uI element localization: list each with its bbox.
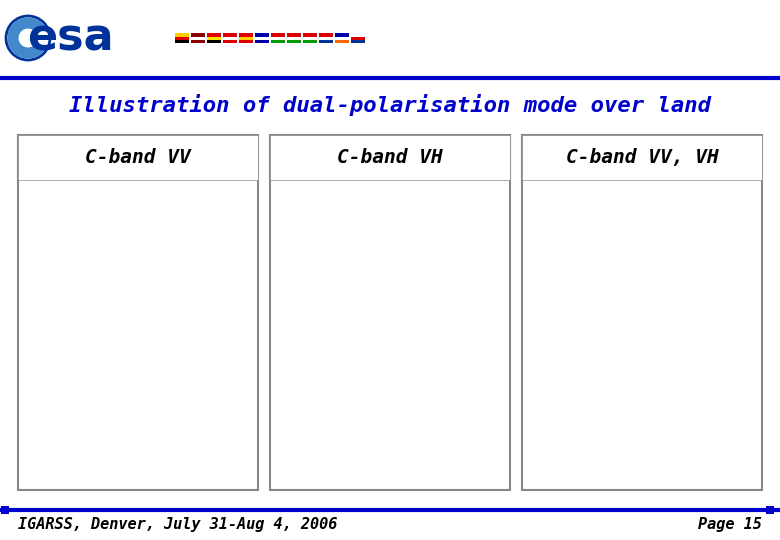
- Text: esa: esa: [27, 17, 113, 59]
- Bar: [319, 36, 333, 40]
- Bar: [303, 39, 317, 43]
- Bar: [766, 506, 774, 514]
- Bar: [239, 33, 253, 37]
- Bar: [335, 36, 349, 40]
- Bar: [191, 36, 205, 40]
- Bar: [18, 135, 258, 490]
- Bar: [18, 135, 258, 180]
- Text: C-band VV: C-band VV: [85, 148, 191, 167]
- Bar: [175, 39, 189, 43]
- Bar: [287, 36, 301, 40]
- Bar: [255, 39, 269, 43]
- Bar: [255, 36, 269, 40]
- Bar: [303, 33, 317, 37]
- Bar: [191, 33, 205, 37]
- Bar: [223, 39, 237, 43]
- Text: Page 15: Page 15: [698, 516, 762, 531]
- Bar: [271, 36, 285, 40]
- Bar: [271, 33, 285, 37]
- Bar: [351, 33, 365, 37]
- Bar: [335, 33, 349, 37]
- Bar: [239, 39, 253, 43]
- Bar: [207, 39, 221, 43]
- Bar: [271, 39, 285, 43]
- Bar: [270, 135, 510, 490]
- Text: C-band VV, VH: C-band VV, VH: [566, 148, 718, 167]
- Bar: [223, 36, 237, 40]
- Bar: [1, 506, 9, 514]
- Bar: [303, 36, 317, 40]
- Bar: [270, 135, 510, 180]
- Bar: [319, 39, 333, 43]
- Bar: [351, 39, 365, 43]
- Bar: [175, 36, 189, 40]
- Bar: [351, 36, 365, 40]
- Text: C-band VH: C-band VH: [337, 148, 443, 167]
- Bar: [335, 39, 349, 43]
- Bar: [207, 36, 221, 40]
- Bar: [223, 33, 237, 37]
- Bar: [287, 33, 301, 37]
- Bar: [319, 33, 333, 37]
- Bar: [207, 33, 221, 37]
- Text: IGARSS, Denver, July 31-Aug 4, 2006: IGARSS, Denver, July 31-Aug 4, 2006: [18, 516, 338, 531]
- Bar: [522, 135, 762, 490]
- Bar: [175, 33, 189, 37]
- Bar: [522, 135, 762, 180]
- Bar: [239, 36, 253, 40]
- Text: Illustration of dual-polarisation mode over land: Illustration of dual-polarisation mode o…: [69, 94, 711, 116]
- Bar: [191, 39, 205, 43]
- Bar: [287, 39, 301, 43]
- Bar: [255, 33, 269, 37]
